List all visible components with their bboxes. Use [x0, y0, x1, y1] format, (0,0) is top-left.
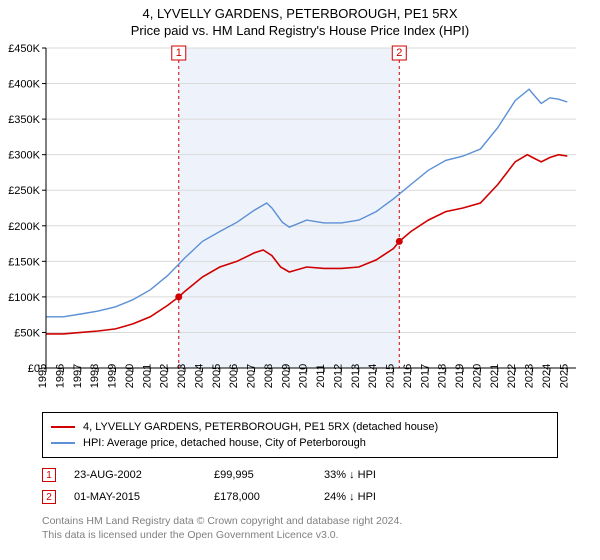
- svg-text:2016: 2016: [402, 364, 414, 388]
- svg-text:2: 2: [396, 47, 402, 59]
- chart-area: £0£50K£100K£150K£200K£250K£300K£350K£400…: [0, 38, 600, 408]
- legend-item: HPI: Average price, detached house, City…: [51, 435, 549, 451]
- legend-item: 4, LYVELLY GARDENS, PETERBOROUGH, PE1 5R…: [51, 419, 549, 435]
- svg-text:£350K: £350K: [8, 114, 40, 126]
- svg-text:1996: 1996: [54, 364, 66, 388]
- svg-text:2002: 2002: [159, 364, 171, 388]
- svg-text:2010: 2010: [298, 364, 310, 388]
- svg-text:2000: 2000: [124, 364, 136, 388]
- svg-text:2021: 2021: [489, 364, 501, 388]
- transaction-row: 2 01-MAY-2015 £178,000 24% ↓ HPI: [42, 486, 558, 508]
- svg-text:2023: 2023: [524, 364, 536, 388]
- transaction-price: £99,995: [214, 469, 324, 481]
- svg-text:2013: 2013: [350, 364, 362, 388]
- svg-text:2019: 2019: [454, 364, 466, 388]
- svg-text:£250K: £250K: [8, 185, 40, 197]
- svg-text:£400K: £400K: [8, 79, 40, 91]
- svg-text:2001: 2001: [141, 364, 153, 388]
- svg-text:2003: 2003: [176, 364, 188, 388]
- transaction-delta: 33% ↓ HPI: [324, 469, 434, 481]
- legend: 4, LYVELLY GARDENS, PETERBOROUGH, PE1 5R…: [42, 412, 558, 458]
- footer-attribution: Contains HM Land Registry data © Crown c…: [42, 514, 558, 542]
- title-block: 4, LYVELLY GARDENS, PETERBOROUGH, PE1 5R…: [0, 0, 600, 38]
- svg-text:2018: 2018: [437, 364, 449, 388]
- svg-text:2015: 2015: [385, 364, 397, 388]
- transactions-table: 1 23-AUG-2002 £99,995 33% ↓ HPI 2 01-MAY…: [42, 464, 558, 508]
- footer-line: This data is licensed under the Open Gov…: [42, 528, 558, 542]
- svg-text:1999: 1999: [107, 364, 119, 388]
- svg-text:£200K: £200K: [8, 221, 40, 233]
- svg-text:£50K: £50K: [14, 327, 40, 339]
- transaction-date: 01-MAY-2015: [74, 491, 214, 503]
- svg-text:2008: 2008: [263, 364, 275, 388]
- svg-text:2017: 2017: [419, 364, 431, 388]
- svg-text:2014: 2014: [367, 364, 379, 388]
- svg-text:2007: 2007: [246, 364, 258, 388]
- svg-text:2009: 2009: [280, 364, 292, 388]
- transaction-date: 23-AUG-2002: [74, 469, 214, 481]
- svg-text:2004: 2004: [193, 364, 205, 388]
- legend-label: 4, LYVELLY GARDENS, PETERBOROUGH, PE1 5R…: [83, 421, 438, 433]
- svg-text:£450K: £450K: [8, 43, 40, 55]
- chart-title-address: 4, LYVELLY GARDENS, PETERBOROUGH, PE1 5R…: [0, 6, 600, 21]
- svg-text:2024: 2024: [541, 364, 553, 388]
- svg-text:£150K: £150K: [8, 256, 40, 268]
- svg-text:1995: 1995: [37, 364, 49, 388]
- svg-text:1998: 1998: [89, 364, 101, 388]
- line-chart: £0£50K£100K£150K£200K£250K£300K£350K£400…: [0, 38, 600, 408]
- legend-label: HPI: Average price, detached house, City…: [83, 437, 366, 449]
- chart-title-sub: Price paid vs. HM Land Registry's House …: [0, 23, 600, 38]
- svg-text:2020: 2020: [471, 364, 483, 388]
- svg-text:1: 1: [176, 47, 182, 59]
- svg-text:£100K: £100K: [8, 292, 40, 304]
- svg-text:1997: 1997: [72, 364, 84, 388]
- legend-swatch: [51, 426, 75, 428]
- transaction-delta: 24% ↓ HPI: [324, 491, 434, 503]
- transaction-row: 1 23-AUG-2002 £99,995 33% ↓ HPI: [42, 464, 558, 486]
- svg-text:2022: 2022: [506, 364, 518, 388]
- svg-text:2012: 2012: [332, 364, 344, 388]
- footer-line: Contains HM Land Registry data © Crown c…: [42, 514, 558, 528]
- svg-text:2025: 2025: [558, 364, 570, 388]
- svg-text:£300K: £300K: [8, 150, 40, 162]
- svg-text:2005: 2005: [211, 364, 223, 388]
- transaction-marker: 2: [42, 490, 56, 504]
- transaction-price: £178,000: [214, 491, 324, 503]
- legend-swatch: [51, 442, 75, 444]
- svg-text:2006: 2006: [228, 364, 240, 388]
- transaction-marker: 1: [42, 468, 56, 482]
